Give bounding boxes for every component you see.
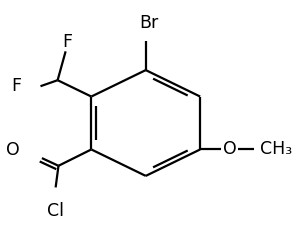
Text: Br: Br bbox=[139, 14, 158, 32]
Text: O: O bbox=[6, 141, 20, 159]
Text: CH₃: CH₃ bbox=[260, 140, 292, 158]
Text: F: F bbox=[11, 77, 21, 95]
Text: O: O bbox=[223, 140, 237, 158]
Text: F: F bbox=[62, 33, 72, 51]
Text: Cl: Cl bbox=[47, 202, 64, 220]
